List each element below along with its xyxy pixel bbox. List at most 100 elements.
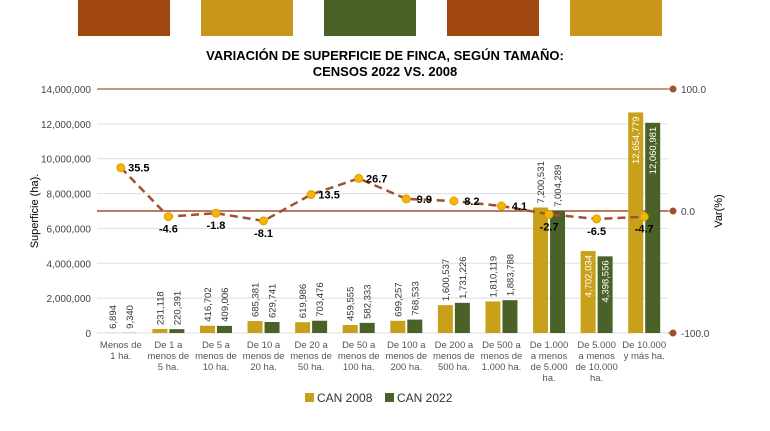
- y-tick-label: 12,000,000: [41, 120, 91, 131]
- bar-2008: [390, 320, 406, 333]
- y2-tick-marker: [669, 329, 677, 337]
- variation-label: -6.5: [587, 226, 606, 238]
- x-tick-label: 20 ha.: [250, 362, 276, 373]
- bar-data-label: 699,257: [393, 282, 404, 316]
- bar-2008: [533, 207, 549, 333]
- bar-data-label: 4,398,556: [601, 260, 612, 302]
- bar-2022: [645, 122, 661, 333]
- bar-2022: [264, 322, 280, 333]
- bar-2008: [342, 324, 358, 333]
- bar-data-label: 409,006: [220, 288, 231, 322]
- variation-label: 4.1: [512, 201, 527, 213]
- x-tick-label: a menos: [578, 351, 615, 362]
- x-tick-label: 200 ha.: [390, 362, 422, 373]
- y-tick-label: 0: [85, 329, 91, 340]
- header-color-block: [78, 0, 170, 36]
- y-axis-label: Superficie (ha).: [29, 174, 41, 249]
- variation-point: [544, 209, 554, 219]
- y2-tick-marker: [669, 85, 677, 93]
- y-tick-label: 10,000,000: [41, 155, 91, 166]
- y2-tick-label: 0.0: [681, 207, 695, 218]
- bar-data-label: 629,741: [268, 284, 279, 318]
- y2-axis-label: Var(%): [713, 194, 725, 227]
- bar-data-label: 6,894: [108, 305, 119, 329]
- x-tick-label: 1 ha.: [110, 351, 131, 362]
- y2-tick-label: 100.0: [681, 85, 706, 96]
- variation-point: [211, 208, 221, 218]
- variation-label: -4.6: [159, 224, 178, 236]
- x-tick-label: De 10.000: [622, 340, 666, 351]
- variation-point: [449, 196, 459, 206]
- bar-2008: [295, 322, 311, 333]
- bar-data-label: 768,533: [410, 281, 421, 315]
- bar-data-label: 12,654,779: [631, 116, 642, 164]
- y-tick-label: 14,000,000: [41, 85, 91, 96]
- bar-data-label: 582,333: [363, 285, 374, 319]
- variation-point: [401, 194, 411, 204]
- variation-label: -4.7: [635, 224, 654, 236]
- x-tick-label: menos de: [433, 351, 475, 362]
- legend-label: CAN 2022: [397, 391, 453, 405]
- header-color-block: [324, 0, 416, 36]
- x-tick-label: De 50 a: [342, 340, 376, 351]
- bar-2022: [359, 322, 375, 333]
- bar-2008: [485, 301, 501, 333]
- legend-swatch: [305, 393, 314, 402]
- variation-label: 13.5: [318, 190, 339, 202]
- bar-data-label: 1,810,119: [488, 256, 499, 298]
- bar-data-label: 459,555: [346, 287, 357, 321]
- y-tick-label: 8,000,000: [47, 190, 92, 201]
- x-tick-label: ha.: [590, 373, 603, 384]
- x-tick-label: De 1 a: [154, 340, 183, 351]
- bar-2008: [152, 328, 168, 333]
- bar-2022: [550, 210, 566, 333]
- bar-2008: [199, 325, 215, 333]
- x-tick-label: menos de: [290, 351, 332, 362]
- bar-2022: [597, 256, 613, 333]
- x-tick-label: y más ha.: [624, 351, 665, 362]
- legend-swatch: [385, 393, 394, 402]
- x-tick-label: De 500 a: [482, 340, 521, 351]
- bar-2022: [169, 329, 185, 333]
- x-tick-label: De 200 a: [435, 340, 474, 351]
- y-tick-label: 6,000,000: [47, 224, 92, 235]
- y2-tick-marker: [669, 207, 677, 215]
- variation-label: -1.8: [206, 220, 225, 232]
- x-tick-label: 50 ha.: [298, 362, 324, 373]
- variation-label: 26.7: [366, 173, 387, 185]
- variation-point: [259, 216, 269, 226]
- bar-data-label: 685,381: [251, 283, 262, 317]
- x-tick-label: 10 ha.: [203, 362, 229, 373]
- x-tick-label: menos de: [243, 351, 285, 362]
- x-tick-label: De 5 a: [202, 340, 231, 351]
- y-tick-label: 4,000,000: [47, 259, 92, 270]
- bar-data-label: 1,600,537: [441, 259, 452, 301]
- x-tick-label: ha.: [542, 373, 555, 384]
- header-color-block: [201, 0, 293, 36]
- variation-point: [116, 163, 126, 173]
- x-tick-label: a menos: [531, 351, 568, 362]
- variation-point: [592, 214, 602, 224]
- variation-label: -2.7: [540, 221, 559, 233]
- x-tick-label: De 10 a: [247, 340, 281, 351]
- legend-label: CAN 2008: [317, 391, 373, 405]
- x-tick-label: 500 ha.: [438, 362, 470, 373]
- bar-2022: [312, 320, 328, 333]
- variation-point: [354, 173, 364, 183]
- bar-data-label: 7,004,289: [553, 165, 564, 207]
- x-tick-label: De 100 a: [387, 340, 426, 351]
- bar-data-label: 619,986: [298, 284, 309, 318]
- variation-label: 8.2: [464, 196, 479, 208]
- bar-2022: [502, 300, 518, 333]
- x-tick-label: De 1.000: [530, 340, 569, 351]
- variation-point: [306, 190, 316, 200]
- variation-point: [163, 212, 173, 222]
- bar-data-label: 7,200,531: [536, 161, 547, 203]
- x-tick-label: menos de: [481, 351, 523, 362]
- bar-data-label: 12,060,981: [648, 127, 659, 175]
- bar-data-label: 9,340: [125, 305, 136, 329]
- bar-data-label: 703,476: [315, 282, 326, 316]
- x-tick-label: de 10.000: [575, 362, 617, 373]
- bar-2008: [437, 305, 453, 333]
